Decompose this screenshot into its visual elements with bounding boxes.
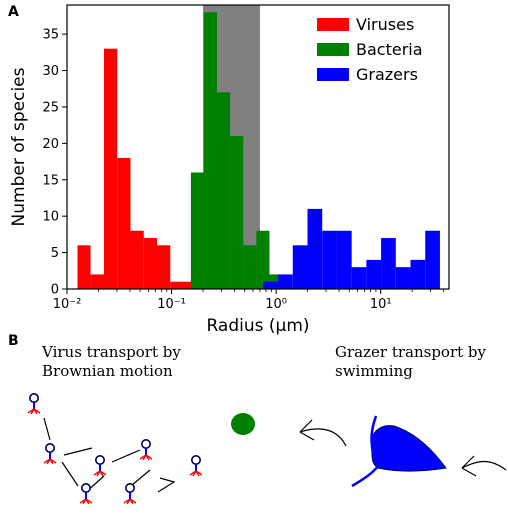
- grazer-caption-line-1: Grazer transport by: [335, 343, 486, 361]
- bar-bacteria-4: [243, 245, 257, 289]
- virus-icon: [27, 393, 41, 415]
- x-tick-label-0: 10⁻²: [53, 297, 82, 312]
- transport-illustration: [27, 393, 507, 505]
- x-tick-label-1: 10⁻¹: [157, 297, 186, 312]
- bar-viruses-4: [130, 230, 144, 289]
- bar-grazers-10: [410, 259, 426, 289]
- legend-swatch-bacteria: [317, 43, 349, 56]
- virus-icon: [123, 483, 137, 505]
- bar-viruses-1: [90, 274, 105, 289]
- virus-icon: [43, 443, 57, 465]
- virus-caption-line-1: Virus transport by: [42, 343, 181, 361]
- grazer-caption: Grazer transport by swimming: [335, 343, 486, 381]
- bar-grazers-1: [278, 274, 293, 289]
- virus-caption-line-2: Brownian motion: [42, 362, 173, 380]
- legend-label-grazers: Grazers: [356, 65, 418, 84]
- bar-viruses-8: [183, 281, 197, 289]
- virus-icon: [93, 455, 107, 477]
- bar-grazers-0: [263, 281, 279, 289]
- curved-arrow-right: [461, 460, 507, 471]
- y-tick-label-5: 25: [42, 100, 59, 115]
- plot-area: 10⁻² 10⁻¹ 10⁰ 10¹ 0 5 10 15 20 25 30 35 Radius (μm) N…: [9, 4, 450, 336]
- bar-grazers-5: [336, 230, 352, 289]
- legend-swatch-viruses: [317, 18, 349, 31]
- virus-caption: Virus transport by Brownian motion: [42, 343, 181, 381]
- grazer-icon: [351, 415, 447, 488]
- bar-viruses-0: [77, 245, 91, 289]
- bar-bacteria-0: [190, 172, 204, 289]
- x-tick-label-3: 10¹: [370, 297, 392, 312]
- bar-grazers-4: [322, 230, 337, 289]
- legend-label-viruses: Viruses: [356, 15, 414, 34]
- legend-label-bacteria: Bacteria: [356, 40, 423, 59]
- x-tick-label-2: 10⁰: [265, 297, 287, 312]
- bar-grazers-8: [381, 238, 396, 289]
- bar-grazers-3: [307, 208, 323, 289]
- bar-viruses-2: [104, 48, 118, 289]
- y-tick-label-1: 5: [51, 246, 59, 261]
- bar-viruses-5: [143, 238, 158, 289]
- legend: Viruses Bacteria Grazers: [317, 15, 423, 84]
- bar-bacteria-3: [230, 136, 244, 289]
- axes-frame: [66, 4, 450, 290]
- bar-viruses-6: [157, 245, 171, 289]
- bar-bacteria-2: [217, 92, 231, 289]
- panel-b-letter: B: [8, 333, 19, 349]
- bar-grazers-2: [292, 245, 308, 289]
- bar-bacteria-1: [203, 12, 218, 290]
- y-tick-label-7: 35: [42, 28, 59, 43]
- y-tick-label-2: 10: [42, 210, 59, 225]
- curved-arrow-left: [299, 428, 347, 447]
- y-tick-label-6: 30: [42, 64, 59, 79]
- panel-a-letter: A: [8, 4, 19, 20]
- bar-viruses-3: [117, 157, 131, 289]
- bar-grazers-7: [366, 259, 382, 289]
- bar-grazers-11: [425, 230, 440, 289]
- virus-icon: [79, 483, 93, 505]
- bar-viruses-7: [170, 281, 184, 289]
- y-tick-label-4: 20: [42, 137, 59, 152]
- x-axis-label: Radius (μm): [206, 316, 309, 336]
- bacterium-icon: [231, 413, 255, 435]
- y-axis-label: Number of species: [9, 67, 29, 226]
- brownian-path: [43, 417, 176, 493]
- y-tick-label-3: 15: [42, 173, 59, 188]
- grazer-caption-line-2: swimming: [335, 362, 413, 380]
- bar-bacteria-5: [256, 230, 270, 289]
- virus-icon: [139, 439, 153, 461]
- y-tick-label-0: 0: [51, 283, 59, 298]
- virus-particles: [27, 393, 203, 505]
- virus-icon: [189, 455, 203, 477]
- bar-grazers-6: [351, 267, 367, 289]
- legend-swatch-grazers: [317, 68, 349, 81]
- bar-grazers-9: [395, 267, 411, 289]
